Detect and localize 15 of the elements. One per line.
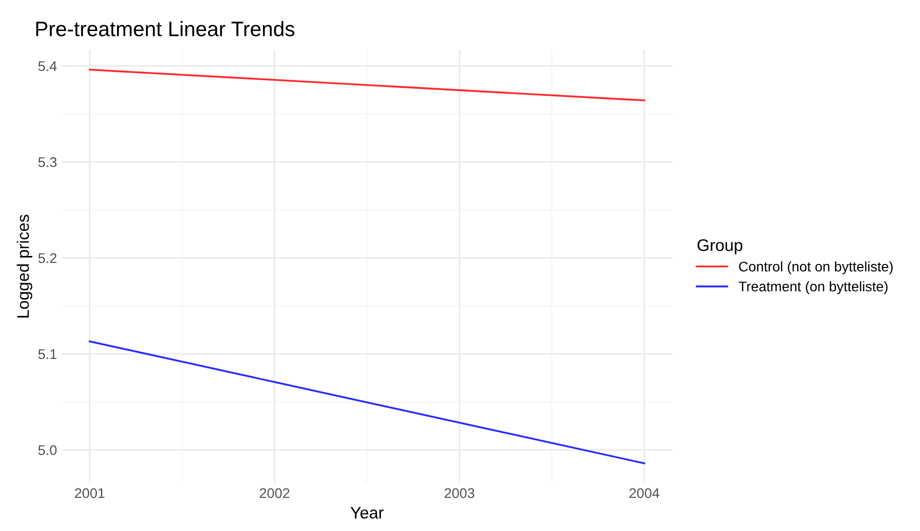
x-axis-title: Year (350, 506, 384, 519)
y-tick-label: 5.3 (38, 157, 57, 168)
y-tick-label: 5.1 (38, 349, 56, 360)
legend-label: Treatment (on bytteliste) (738, 281, 888, 294)
x-tick-label: 2004 (630, 488, 660, 498)
x-tick-label: 2001 (74, 488, 104, 498)
y-tick-label: 5.4 (38, 61, 57, 72)
x-tick-label: 2003 (444, 488, 474, 498)
y-tick-label: 5.0 (38, 445, 57, 456)
y-axis-title: Logged prices (16, 214, 32, 318)
chart-title: Pre-treatment Linear Trends (36, 21, 294, 36)
x-tick-label: 2002 (260, 488, 290, 498)
y-tick-label: 5.2 (38, 253, 56, 264)
legend-label: Control (not on bytteliste) (739, 261, 893, 274)
legend-title: Group (698, 239, 742, 254)
